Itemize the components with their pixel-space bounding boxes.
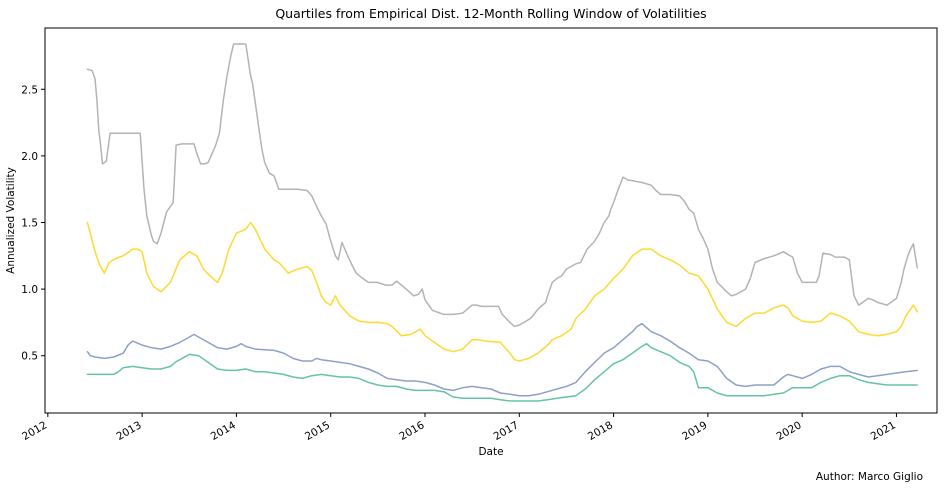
- x-tick-label: 2019: [680, 419, 709, 443]
- series-line-2: [86, 221, 918, 362]
- x-tick-label: 2021: [869, 419, 898, 443]
- x-tick-label: 2015: [303, 419, 332, 443]
- x-tick-label: 2016: [397, 419, 426, 443]
- y-tick-label: 2.0: [21, 151, 38, 163]
- y-axis-label: Annualized Volatility: [5, 167, 17, 274]
- x-axis-label: Date: [478, 446, 503, 458]
- plot-area-frame: [44, 27, 938, 414]
- series-line-1: [86, 43, 918, 328]
- y-tick-label: 1.0: [21, 284, 38, 296]
- y-tick-label: 1.5: [21, 217, 38, 229]
- x-axis-ticks: 2012 2013 2014 2015 2016 2017 2018 2019 2020 2021: [20, 413, 898, 443]
- x-tick-label: 2013: [114, 419, 143, 443]
- series-line-3: [86, 322, 918, 397]
- x-tick-label: 2020: [775, 419, 804, 443]
- author-note: Author: Marco Giglio: [816, 471, 923, 483]
- series-layer: [86, 43, 918, 402]
- x-tick-label: 2014: [209, 419, 238, 443]
- x-tick-label: 2017: [492, 419, 521, 443]
- series-line-4: [86, 342, 918, 402]
- x-tick-label: 2018: [586, 419, 615, 443]
- y-axis-ticks: 0.5 1.0 1.5 2.0 2.5: [21, 84, 45, 363]
- chart-title: Quartiles from Empirical Dist. 12-Month …: [275, 6, 706, 21]
- y-tick-label: 0.5: [21, 351, 38, 363]
- y-tick-label: 2.5: [21, 84, 38, 96]
- x-tick-label: 2012: [20, 419, 49, 443]
